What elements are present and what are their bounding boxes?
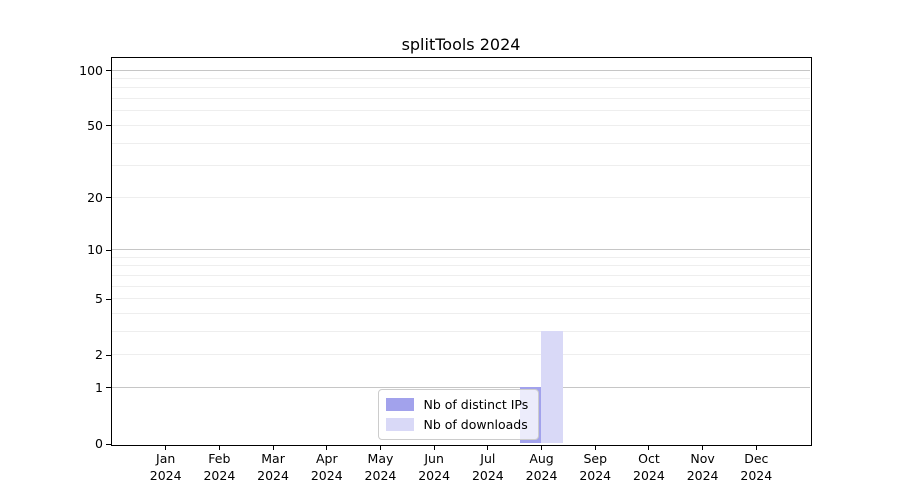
x-tick-label: Jan 2024 [149,451,182,483]
gridline-minor [111,265,810,267]
x-tick-mark [487,445,489,450]
gridline-minor [111,196,810,198]
y-tick-label: 20 [87,189,103,205]
gridline-minor [111,354,810,356]
gridline-minor [111,256,810,258]
x-tick-mark [648,445,650,450]
y-tick-label: 100 [79,62,103,78]
x-tick-mark [541,445,543,450]
gridline-minor [111,124,810,126]
x-tick-mark [755,445,757,450]
x-tick-label: Mar 2024 [257,451,289,483]
y-tick-mark [106,197,111,199]
x-tick-label: Dec 2024 [740,451,773,483]
gridline-minor [111,110,810,112]
x-tick-label: Jun 2024 [418,451,451,483]
gridline-minor [111,274,810,276]
y-tick-mark [106,443,111,445]
y-tick-mark [106,354,111,356]
gridline-minor [111,330,810,332]
x-tick-label: Sep 2024 [579,451,612,483]
y-tick-mark [106,249,111,251]
chart-title: splitTools 2024 [401,35,521,54]
y-tick-label: 1 [95,379,103,395]
legend-swatch-downloads [385,417,414,431]
legend: Nb of distinct IPs Nb of downloads [377,388,540,440]
y-tick-label: 5 [95,291,103,307]
y-tick-mark [106,125,111,127]
gridline-major [111,249,810,250]
x-tick-label: Oct 2024 [633,451,665,483]
x-tick-mark [702,445,704,450]
y-tick-label: 2 [95,347,103,363]
y-tick-mark [106,298,111,300]
gridline-minor [111,285,810,287]
legend-swatch-distinct-ips [385,397,414,411]
bar-downloads [541,331,563,444]
x-tick-label: Feb 2024 [203,451,236,483]
x-tick-mark [272,445,274,450]
legend-entry-distinct-ips: Nb of distinct IPs [385,396,529,412]
legend-entry-downloads: Nb of downloads [385,416,529,432]
x-tick-label: May 2024 [364,451,397,483]
gridline-major [111,69,810,71]
x-tick-label: Jul 2024 [471,451,504,483]
y-tick-mark [106,70,111,72]
x-tick-mark [379,445,381,450]
gridline-major [111,386,810,388]
legend-label-downloads: Nb of downloads [423,416,528,432]
gridline-minor [111,165,810,167]
gridline-minor [111,142,810,144]
x-tick-mark [165,445,167,450]
gridline-minor [111,298,810,300]
gridline-minor [111,87,810,89]
x-tick-label: Apr 2024 [310,451,343,483]
y-tick-label: 50 [87,117,103,133]
gridline-minor [111,98,810,100]
plot-area: Nb of distinct IPs Nb of downloads [110,56,812,446]
legend-label-distinct-ips: Nb of distinct IPs [423,396,529,412]
x-tick-mark [326,445,328,450]
gridline-minor [111,312,810,314]
x-tick-label: Nov 2024 [686,451,719,483]
x-tick-mark [433,445,435,450]
y-tick-mark [106,387,111,389]
gridline-minor [111,78,810,80]
x-tick-label: Aug 2024 [525,451,558,483]
y-tick-label: 10 [87,242,103,257]
x-tick-mark [594,445,596,450]
y-tick-label: 0 [95,436,103,451]
x-tick-mark [218,445,220,450]
